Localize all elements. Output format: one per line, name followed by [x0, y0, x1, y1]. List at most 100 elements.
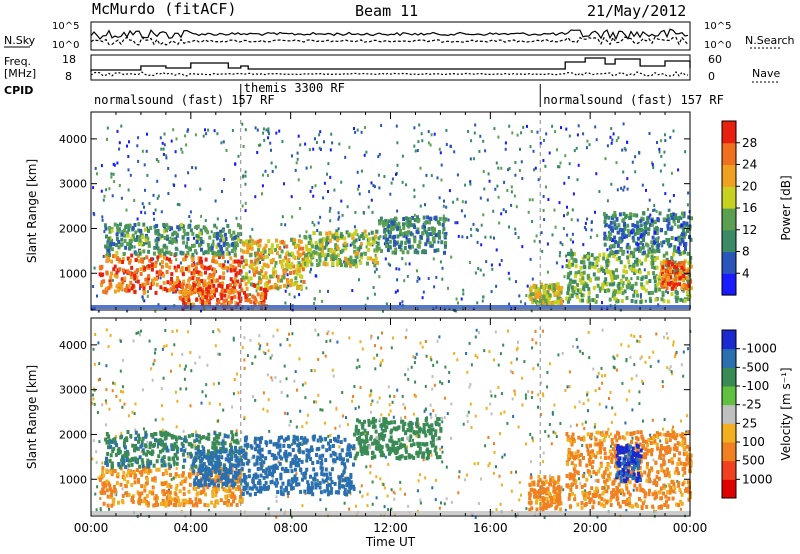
velocity-speckle — [134, 402, 137, 406]
velocity-speckle — [633, 363, 636, 367]
velocity-speckle — [652, 458, 655, 462]
power-speckle — [480, 243, 483, 247]
velocity-speckle — [261, 459, 263, 463]
power-cell-r6 — [548, 293, 552, 298]
power-speckle — [274, 264, 277, 268]
power-gs-cell — [117, 305, 119, 309]
power-cell-r3 — [259, 252, 263, 257]
power-cell-r0 — [172, 287, 176, 292]
velocity-cell-r0 — [174, 472, 178, 477]
power-cell-r9 — [687, 269, 691, 274]
power-cell-r0 — [127, 288, 131, 293]
velocity-speckle — [546, 385, 549, 389]
velocity-cell-r1 — [178, 435, 181, 440]
velocity-cell-r0 — [206, 503, 210, 508]
power-cell-r0 — [147, 276, 150, 281]
power-cell-r5 — [404, 216, 408, 221]
power-gs-cell — [449, 305, 451, 309]
power-cell-r4 — [325, 231, 329, 236]
power-cell-r7 — [566, 287, 570, 291]
velocity-speckle — [390, 507, 393, 511]
power-speckle — [134, 280, 137, 283]
velocity-cell-r0 — [167, 502, 171, 507]
velocity-speckle — [608, 397, 610, 400]
power-cell-r2 — [253, 300, 257, 305]
power-cell-r0 — [102, 289, 106, 294]
velocity-speckle — [218, 329, 221, 333]
power-speckle — [438, 147, 441, 151]
power-gs-cell — [415, 305, 417, 309]
power-cell-r0 — [218, 263, 222, 268]
power-cell-r5 — [431, 231, 435, 236]
power-speckle — [106, 137, 108, 141]
power-cell-r8 — [636, 224, 640, 229]
power-cell-r3 — [277, 278, 280, 283]
power-cell-r3 — [274, 270, 277, 275]
power-cell-r2 — [261, 302, 265, 306]
power-cell-r0 — [213, 267, 217, 272]
power-speckle — [577, 124, 580, 128]
power-cell-r2 — [207, 293, 211, 298]
power-cell-r3 — [262, 249, 266, 254]
velocity-speckle — [98, 440, 101, 444]
power-cell-r2 — [240, 288, 244, 293]
power-cell-r5 — [410, 223, 414, 228]
power-cell-r4 — [367, 247, 370, 252]
power-cell-r7 — [611, 282, 615, 287]
velocity-speckle — [91, 393, 94, 397]
velocity-cell-r0 — [161, 472, 165, 477]
power-cell-r3 — [247, 279, 251, 284]
power-speckle — [567, 176, 570, 179]
power-cell-r0 — [143, 290, 147, 295]
velocity-speckle — [280, 508, 282, 512]
power-gs-cell — [173, 305, 175, 309]
power-cell-r7 — [579, 272, 583, 277]
power-gs-cell — [601, 305, 603, 309]
power-cell-r1 — [191, 244, 194, 248]
power-cell-r3 — [255, 266, 259, 271]
velocity-speckle — [179, 387, 182, 391]
velocity-speckle — [415, 352, 418, 356]
velocity-cell-r0 — [102, 484, 106, 489]
velocity-speckle — [322, 351, 325, 355]
power-gs-cell — [683, 305, 685, 309]
power-cell-r2 — [262, 292, 266, 296]
power-gs-cell — [441, 305, 443, 309]
velocity-speckle — [374, 367, 377, 371]
velocity-cell-r0 — [193, 486, 197, 491]
power-cell-r3 — [252, 268, 256, 273]
power-gs-cell — [205, 305, 207, 309]
velocity-speckle — [376, 353, 379, 357]
power-cell-r0 — [122, 268, 125, 273]
velocity-cell-r0 — [220, 467, 224, 472]
velocity-speckle — [638, 402, 641, 406]
power-cell-r7 — [587, 287, 591, 292]
power-cell-r4 — [325, 241, 328, 246]
velocity-cell-r0 — [217, 474, 221, 479]
velocity-cell-r0 — [105, 488, 109, 493]
velocity-speckle — [111, 389, 114, 393]
power-cell-r1 — [126, 230, 130, 235]
power-cell-r0 — [229, 263, 233, 268]
velocity-speckle — [262, 407, 265, 411]
power-speckle — [469, 157, 472, 161]
power-cell-r4 — [336, 253, 340, 258]
power-cell-r1 — [165, 234, 169, 239]
power-gs-cell — [111, 305, 113, 309]
power-cell-r0 — [221, 255, 225, 259]
power-speckle — [594, 210, 596, 214]
power-cell-r0 — [192, 273, 196, 278]
power-cell-r1 — [198, 243, 201, 248]
power-speckle — [438, 196, 441, 200]
power-cell-r1 — [154, 229, 158, 234]
power-speckle — [286, 285, 289, 289]
velocity-speckle — [507, 329, 509, 333]
velocity-speckle — [254, 398, 257, 402]
velocity-speckle — [258, 347, 261, 351]
power-speckle — [173, 183, 176, 187]
power-cell-r2 — [234, 282, 238, 287]
power-cell-r0 — [144, 277, 148, 282]
velocity-speckle — [284, 411, 286, 415]
power-cell-r1 — [217, 250, 220, 255]
power-speckle — [163, 132, 166, 136]
